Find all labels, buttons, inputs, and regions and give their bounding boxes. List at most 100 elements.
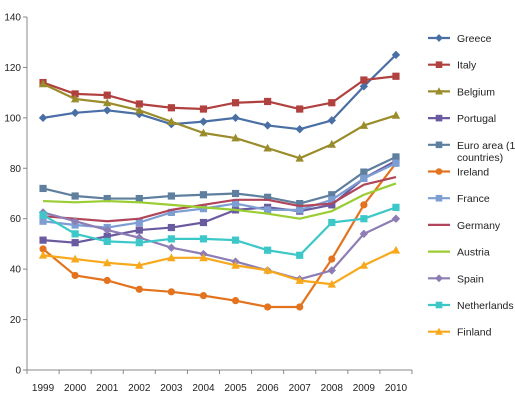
data-point-france xyxy=(360,174,368,182)
y-tick-label: 140 xyxy=(4,13,21,24)
data-point-greece xyxy=(359,82,369,91)
data-point-netherlands xyxy=(328,218,336,227)
data-point-belgium xyxy=(391,110,401,119)
data-point-portugal xyxy=(135,226,143,234)
legend-item-belgium: Belgium xyxy=(428,86,495,98)
data-point-ireland xyxy=(360,201,368,209)
data-point-netherlands xyxy=(264,246,272,254)
legend-marker-euro-area-16-countries xyxy=(435,141,443,149)
data-point-greece xyxy=(199,117,208,126)
data-point-euro-area-16-countries xyxy=(135,194,143,203)
x-tick-label: 2008 xyxy=(321,383,344,394)
data-point-ireland xyxy=(135,285,143,293)
legend-item-germany: Germany xyxy=(428,220,501,232)
data-point-italy xyxy=(392,72,400,80)
data-point-netherlands xyxy=(71,230,79,238)
legend-label-euro-area-16-countries: countries) xyxy=(457,152,503,164)
y-tick-label: 100 xyxy=(4,113,21,124)
data-point-france xyxy=(392,159,400,167)
data-point-ireland xyxy=(328,255,336,263)
data-point-euro-area-16-countries xyxy=(199,191,208,199)
data-point-italy xyxy=(296,105,304,113)
legend-label-euro-area-16-countries: Euro area (16 xyxy=(457,140,515,152)
data-point-finland xyxy=(263,266,272,274)
data-point-euro-area-16-countries xyxy=(39,184,47,193)
data-point-italy xyxy=(360,76,368,84)
x-tick-label: 2003 xyxy=(160,383,183,394)
legend-label-france: France xyxy=(457,193,490,205)
data-point-belgium xyxy=(199,128,208,137)
series-line-ireland xyxy=(42,162,397,309)
data-point-spain xyxy=(70,217,80,226)
series-belgium xyxy=(38,79,401,162)
data-point-portugal xyxy=(103,232,111,240)
series-finland xyxy=(38,245,401,288)
data-point-portugal xyxy=(328,201,336,209)
data-point-italy xyxy=(103,91,111,99)
series-line-austria xyxy=(42,182,397,220)
data-point-spain xyxy=(359,229,369,239)
y-tick-label: 20 xyxy=(10,315,22,326)
y-tick-label: 120 xyxy=(4,63,21,74)
data-point-finland xyxy=(359,260,369,269)
data-point-greece xyxy=(263,121,272,130)
series-euro-area-16-countries xyxy=(39,153,400,208)
data-point-netherlands xyxy=(167,235,175,243)
x-tick-label: 2005 xyxy=(224,383,247,394)
data-point-finland xyxy=(231,260,240,269)
legend-item-austria: Austria xyxy=(428,247,490,259)
legend-label-netherlands: Netherlands xyxy=(457,300,514,312)
series-austria xyxy=(42,182,397,220)
data-point-france xyxy=(199,205,208,213)
data-point-ireland xyxy=(264,303,272,311)
legend-item-france: France xyxy=(428,193,490,205)
data-point-belgium xyxy=(167,117,176,126)
series-italy xyxy=(39,72,400,113)
data-point-euro-area-16-countries xyxy=(360,168,368,176)
legend-item-italy: Italy xyxy=(428,60,477,72)
legend-marker-finland xyxy=(435,327,443,335)
data-point-italy xyxy=(199,105,208,113)
series-line-italy xyxy=(42,75,397,111)
data-point-greece xyxy=(295,125,304,134)
data-point-italy xyxy=(328,99,336,107)
data-point-euro-area-16-countries xyxy=(392,153,400,161)
series-line-germany xyxy=(42,176,397,223)
data-point-ireland xyxy=(199,292,208,300)
data-point-portugal xyxy=(199,218,208,227)
series-greece xyxy=(38,50,401,134)
y-tick-label: 0 xyxy=(15,366,21,377)
data-point-spain xyxy=(167,243,176,252)
legend-label-portugal: Portugal xyxy=(457,113,496,125)
legend-marker-ireland xyxy=(435,168,443,175)
y-tick-label: 40 xyxy=(10,265,22,276)
data-point-finland xyxy=(103,258,112,267)
data-point-greece xyxy=(38,113,48,123)
series-layer xyxy=(38,50,401,311)
data-point-greece xyxy=(231,113,240,123)
data-point-belgium xyxy=(231,133,240,142)
data-point-belgium xyxy=(263,143,272,152)
legend-label-germany: Germany xyxy=(457,220,501,232)
data-point-finland xyxy=(327,279,336,288)
series-line-euro-area-16-countries xyxy=(42,155,397,205)
data-point-portugal xyxy=(39,236,47,244)
data-point-greece xyxy=(103,106,112,115)
data-point-italy xyxy=(231,99,240,107)
legend-item-ireland: Ireland xyxy=(428,167,489,179)
x-tick-label: 2006 xyxy=(257,383,280,394)
data-point-france xyxy=(264,206,272,214)
data-point-italy xyxy=(135,100,143,108)
legend-marker-italy xyxy=(435,61,443,68)
data-point-belgium xyxy=(103,98,112,107)
x-tick-label: 2009 xyxy=(353,383,376,394)
data-point-italy xyxy=(71,90,79,98)
data-point-euro-area-16-countries xyxy=(103,194,111,203)
data-point-netherlands xyxy=(103,237,111,246)
legend-marker-portugal xyxy=(435,114,443,122)
series-line-netherlands xyxy=(42,206,397,257)
data-point-france xyxy=(167,208,175,217)
data-point-spain xyxy=(391,214,401,223)
